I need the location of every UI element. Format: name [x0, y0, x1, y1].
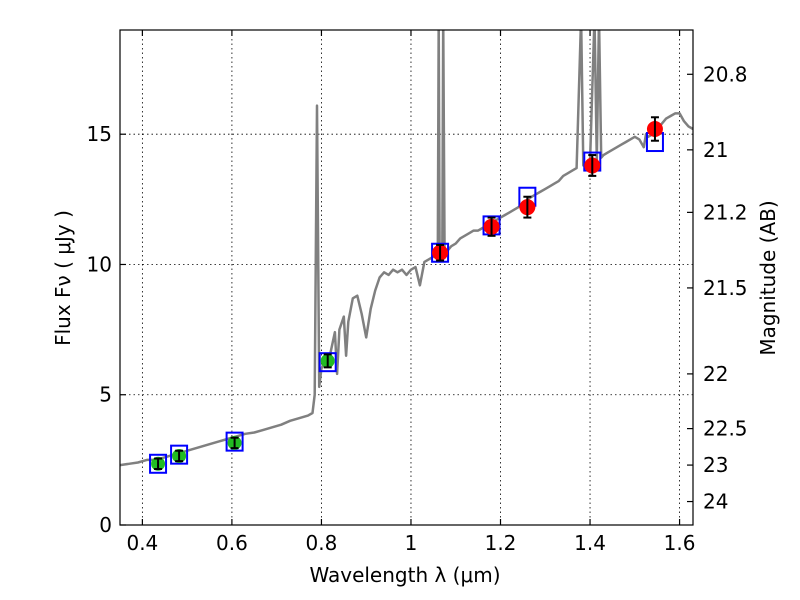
y-tick-label: 10 — [87, 252, 112, 276]
x-tick-label: 0.8 — [306, 531, 338, 555]
model-spectrum-layer — [120, 30, 693, 467]
right-tick-label: 21 — [703, 138, 728, 162]
right-tick-label: 22.5 — [703, 417, 748, 441]
y-tick-label: 0 — [99, 513, 112, 537]
y-tick-label: 5 — [99, 383, 112, 407]
right-tick-label: 22 — [703, 362, 728, 386]
x-tick-label: 0.4 — [126, 531, 158, 555]
x-tick-label: 1.2 — [485, 531, 517, 555]
y-axis-right-label: Magnitude (AB) — [756, 200, 780, 355]
grid — [120, 30, 693, 525]
right-tick-label: 20.8 — [703, 62, 748, 86]
observed-photometry-layer — [151, 116, 663, 471]
x-tick-label: 0.6 — [216, 531, 248, 555]
model-photometry-box — [318, 352, 337, 373]
x-axis-label: Wavelength λ (μm) — [309, 563, 500, 587]
model-spectrum-line — [120, 30, 693, 467]
model-photometry-layer — [149, 132, 664, 474]
x-tick-label: 1.4 — [574, 531, 606, 555]
model-photometry-box — [225, 431, 244, 452]
model-photometry-box — [149, 453, 168, 474]
plot-frame — [119, 29, 694, 526]
right-tick-label: 23 — [703, 453, 728, 477]
y-axis-label: Flux Fν ( μJy ) — [51, 210, 75, 346]
axis-ticks: 0.4 0.6 0.8 1 1.2 1.4 1.6 0 5 10 15 20.8 21 21.2 21.5 2… — [87, 30, 748, 555]
x-tick-label: 1 — [405, 531, 418, 555]
y-tick-label: 15 — [87, 122, 112, 146]
right-tick-label: 24 — [703, 490, 728, 514]
model-photometry-box — [170, 444, 189, 465]
x-tick-label: 1.6 — [664, 531, 696, 555]
right-tick-label: 21.5 — [703, 276, 748, 300]
right-tick-label: 21.2 — [703, 200, 748, 224]
